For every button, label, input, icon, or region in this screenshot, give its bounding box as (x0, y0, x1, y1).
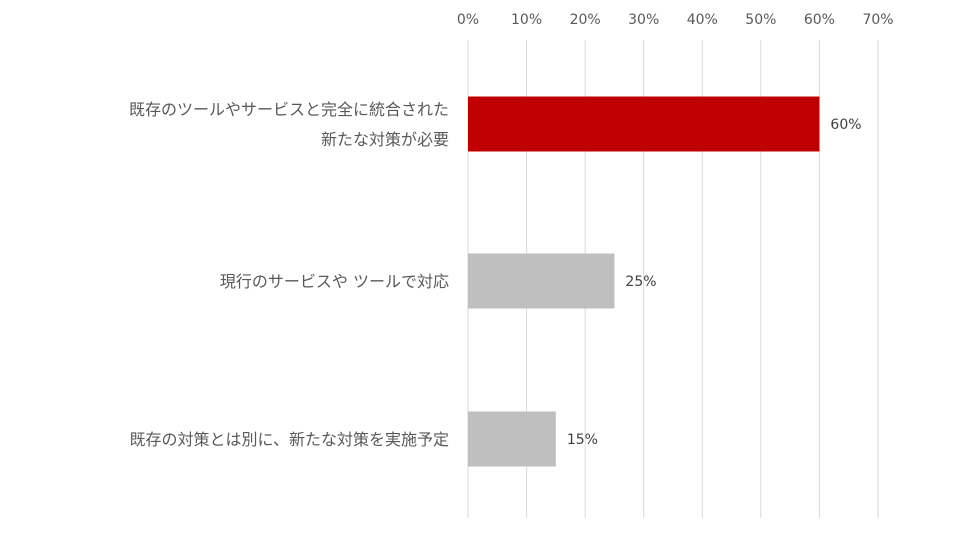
bar (468, 411, 556, 467)
x-tick-label: 50% (745, 12, 776, 28)
x-tick-label: 40% (687, 12, 718, 28)
category-label: 現行のサービスや ツールで対応 (220, 272, 449, 291)
x-tick-label: 10% (511, 12, 542, 28)
x-tick-label: 30% (628, 12, 659, 28)
bar-value-label: 25% (625, 274, 656, 290)
x-axis-tick-labels: 0% 10% 20% 30% 40% 50% 60% 70% (457, 12, 894, 28)
category-label: 既存の対策とは別に、新たな対策を実施予定 (129, 430, 449, 449)
x-tick-label: 70% (862, 12, 893, 28)
bars (468, 96, 820, 467)
bar (468, 253, 615, 309)
bar-value-label: 15% (567, 432, 598, 448)
category-label: 新たな対策が必要 (321, 130, 449, 149)
x-tick-label: 60% (804, 12, 835, 28)
x-tick-label: 0% (457, 12, 479, 28)
bar (468, 96, 820, 152)
category-label: 既存のツールやサービスと完全に統合された (129, 100, 449, 119)
bar-value-label: 60% (830, 117, 861, 133)
x-tick-label: 20% (570, 12, 601, 28)
data-labels: 60% 25% 15% (567, 117, 862, 448)
